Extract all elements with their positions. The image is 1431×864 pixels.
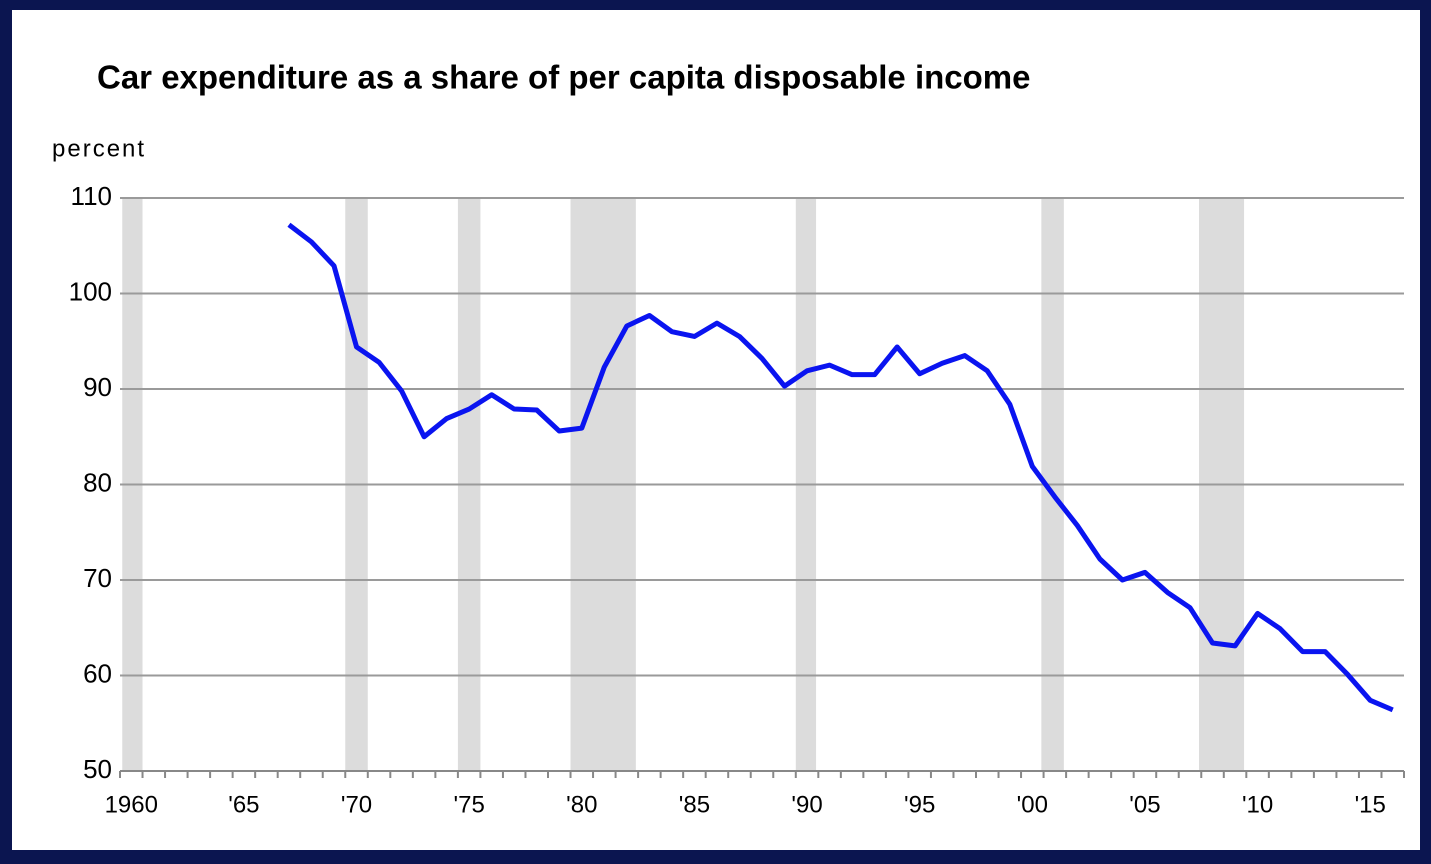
line-series	[287, 222, 1394, 713]
y-axis-label: percent	[52, 135, 146, 162]
x-tick-label: '15	[1355, 791, 1386, 818]
y-tick-label: 100	[69, 276, 112, 306]
y-tick-label: 80	[83, 467, 112, 497]
x-tick-label: '95	[904, 791, 935, 818]
y-tick-label: 70	[83, 563, 112, 593]
y-tick-label: 110	[71, 181, 112, 211]
y-tick-label: 50	[83, 754, 112, 784]
x-tick-label: 1960	[105, 791, 158, 818]
x-tick-label: '00	[1017, 791, 1048, 818]
x-tick-label: '65	[228, 791, 259, 818]
x-tick-label: '05	[1129, 791, 1160, 818]
x-tick-label: '90	[791, 791, 822, 818]
y-tick-label: 60	[83, 658, 112, 688]
x-tick-label: '85	[679, 791, 710, 818]
y-tick-label: 90	[83, 372, 112, 402]
x-tick-label: '70	[341, 791, 372, 818]
panel	[12, 10, 1420, 850]
x-tick-label: '75	[454, 791, 485, 818]
x-tick-label: '80	[566, 791, 597, 818]
chart-title: Car expenditure as a share of per capita…	[97, 59, 1031, 96]
x-tick-label: '10	[1242, 791, 1273, 818]
